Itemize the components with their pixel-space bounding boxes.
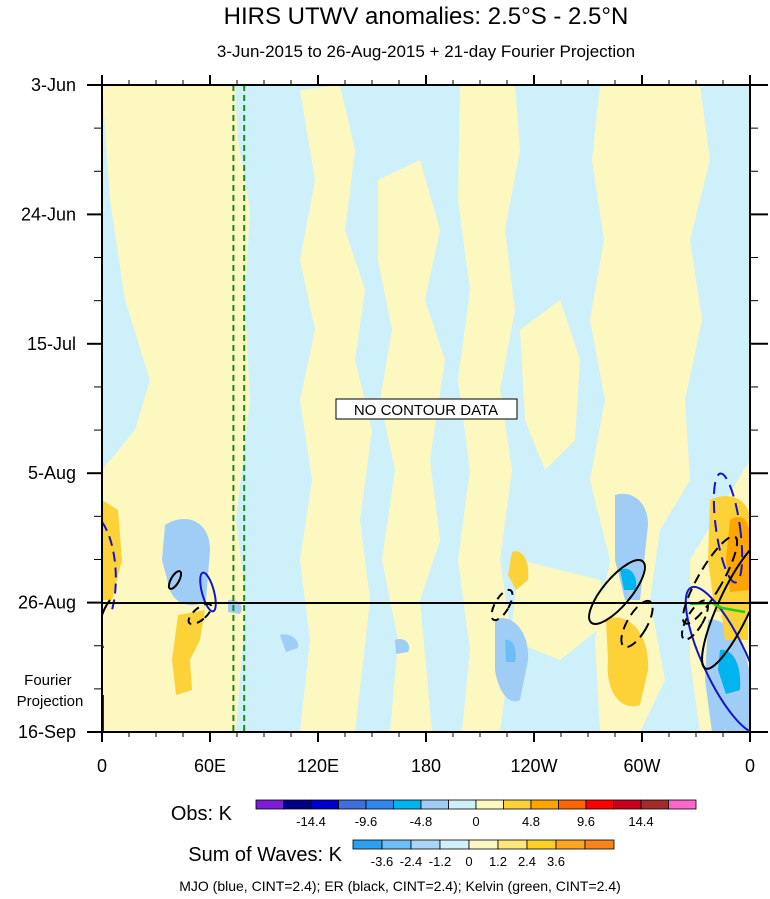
chart-title: HIRS UTWV anomalies: 2.5°S - 2.5°N (224, 3, 629, 30)
negative-anomaly-region (395, 639, 410, 654)
legend-swatch (439, 839, 470, 850)
no-data-label: NO CONTOUR DATA (354, 402, 498, 419)
mjo-contour (712, 472, 744, 584)
legend-tick-label: 2.4 (518, 854, 536, 869)
mjo-contour (102, 521, 117, 611)
legend-swatch (530, 799, 559, 810)
positive-anomaly-region (130, 230, 185, 330)
obs-legend: -14.4 -9.6 -4.8 0 4.8 9.6 14.4 (255, 799, 697, 829)
legend-swatch (365, 799, 394, 810)
x-tick-label: 0 (97, 756, 107, 776)
legend-swatch (613, 799, 642, 810)
x-axis: 0 60E 120E 180 120W 60W 0 (97, 75, 755, 776)
y-tick-label: 24-Jun (21, 204, 76, 224)
legend-swatch (558, 799, 587, 810)
no-data-box (335, 398, 518, 420)
y-tick-label: 16-Sep (18, 722, 76, 742)
x-tick-label: 120E (297, 756, 339, 776)
positive-anomaly-region (520, 300, 580, 470)
mjo-contour (199, 571, 217, 613)
legend-swatch (468, 839, 499, 850)
footer-note: MJO (blue, CINT=2.4); ER (black, CINT=2.… (179, 878, 621, 894)
legend-swatch (420, 799, 449, 810)
legend-swatch (555, 839, 586, 850)
legend-tick-label: 14.4 (628, 814, 653, 829)
positive-anomaly-region (510, 560, 610, 660)
legend-swatch (381, 839, 412, 850)
legend-tick-label: 0 (472, 814, 479, 829)
legend-swatch (640, 799, 669, 810)
legend-tick-label: 4.8 (522, 814, 540, 829)
legend-swatch (526, 839, 557, 850)
negative-anomaly-region (620, 568, 637, 590)
legend-swatch (448, 799, 477, 810)
x-tick-label: 0 (745, 756, 755, 776)
reference-lines (232, 85, 246, 732)
legend-tick-label: 1.2 (489, 854, 507, 869)
y-axis: 3-Jun 24-Jun 15-Jul 5-Aug 26-Aug 16-Sep (18, 75, 768, 742)
obs-legend-label: Obs: K (171, 803, 233, 825)
legend-swatch (475, 799, 504, 810)
legend-tick-label: -9.6 (355, 814, 377, 829)
x-tick-label: 60E (194, 756, 226, 776)
legend-tick-label: 3.6 (547, 854, 565, 869)
y-tick-label: 26-Aug (18, 593, 76, 613)
er-contour (681, 599, 709, 641)
waves-legend: -3.6 -2.4 -1.2 0 1.2 2.4 3.6 (352, 839, 615, 869)
legend-swatch (497, 839, 528, 850)
y-tick-label: 3-Jun (31, 75, 76, 95)
x-tick-label: 120W (510, 756, 557, 776)
waves-legend-label: Sum of Waves: K (188, 844, 342, 866)
legend-tick-label: -4.8 (410, 814, 432, 829)
legend-swatch (393, 799, 422, 810)
negative-anomaly-region (162, 518, 210, 606)
legend-tick-label: -14.4 (296, 814, 326, 829)
er-contour (167, 570, 183, 590)
legend-tick-label: 0 (465, 854, 472, 869)
er-contour (588, 559, 646, 625)
x-tick-label: 180 (411, 756, 441, 776)
legend-swatch (503, 799, 532, 810)
negative-anomaly-region (280, 634, 299, 652)
positive-anomaly-region (508, 551, 529, 590)
legend-swatch (410, 839, 441, 850)
legend-swatch (255, 799, 284, 810)
positive-anomaly-region (102, 500, 122, 600)
y-tick-label: 15-Jul (27, 334, 76, 354)
legend-tick-label: -1.2 (429, 854, 451, 869)
positive-anomaly-region (378, 160, 445, 732)
legend-tick-label: -2.4 (400, 854, 422, 869)
legend-swatch (584, 839, 615, 850)
er-contour (490, 588, 514, 622)
legend-swatch (668, 799, 697, 810)
legend-tick-label: -3.6 (371, 854, 393, 869)
legend-swatch (310, 799, 339, 810)
chart-subtitle: 3-Jun-2015 to 26-Aug-2015 + 21-day Fouri… (217, 42, 635, 61)
positive-anomaly-region (172, 610, 205, 695)
positive-anomaly-region (726, 516, 750, 592)
legend-tick-label: 9.6 (577, 814, 595, 829)
negative-anomaly-region (718, 649, 741, 694)
er-contour (187, 602, 213, 626)
legend-swatch (352, 839, 383, 850)
legend-swatch (283, 799, 312, 810)
x-tick-label: 60W (623, 756, 660, 776)
positive-anomaly-region (606, 617, 649, 707)
negative-anomaly-region (505, 639, 516, 662)
legend-swatch (585, 799, 614, 810)
projection-label: Fourier Projection (17, 672, 84, 710)
er-contour (620, 599, 654, 649)
legend-swatch (338, 799, 367, 810)
y-tick-label: 5-Aug (28, 463, 76, 483)
